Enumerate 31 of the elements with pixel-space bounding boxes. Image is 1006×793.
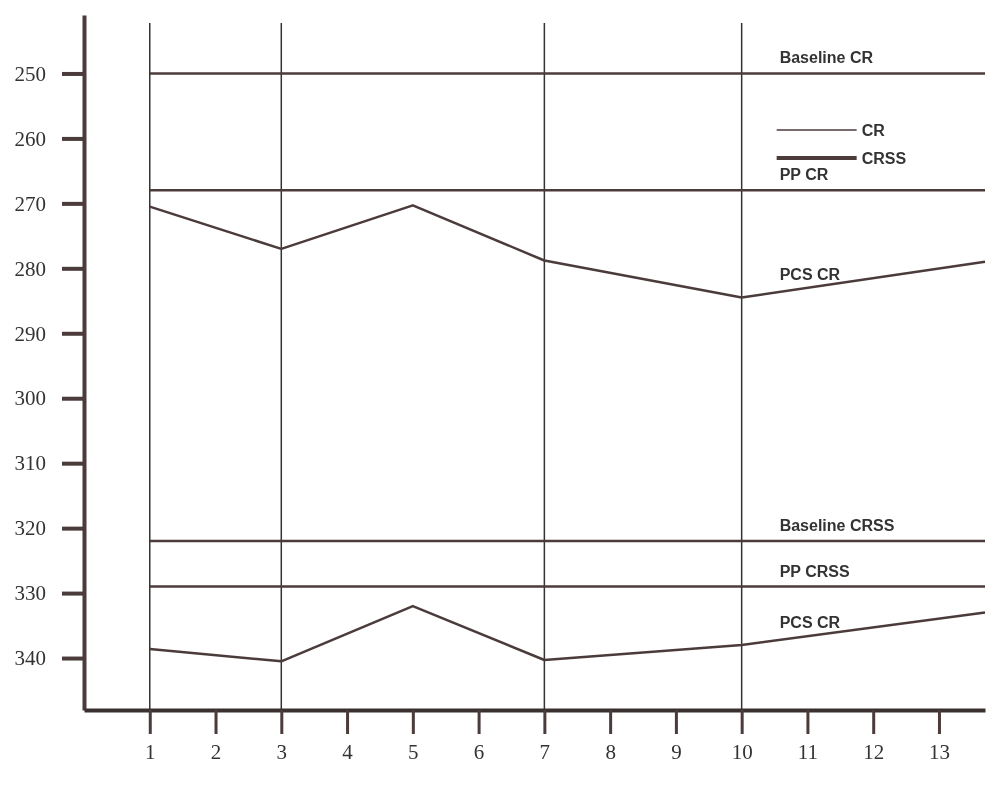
x-tick-label: 1: [145, 739, 156, 764]
y-tick-label: 250: [14, 61, 46, 86]
annotation: CRSS: [861, 149, 907, 167]
y-tick-label: 300: [14, 386, 46, 411]
x-tick-label: 13: [928, 739, 950, 764]
y-tick-label: 280: [14, 256, 46, 281]
x-tick-label: 10: [731, 739, 753, 764]
y-tick-label: 270: [14, 191, 46, 216]
y-tick-label: 260: [14, 126, 46, 151]
legend-label: PP CR: [779, 166, 829, 184]
y-tick-label: 290: [14, 321, 46, 346]
y-tick-label: 340: [14, 646, 46, 671]
x-tick-label: 2: [210, 739, 222, 764]
series-label: Baseline CR: [779, 49, 874, 67]
x-tick-label: 4: [342, 739, 354, 764]
x-tick-label: 8: [605, 739, 616, 764]
series-label: PCS CR: [779, 265, 841, 283]
x-tick-label: 11: [797, 739, 819, 764]
y-tick-label: 330: [14, 581, 46, 606]
series-label: PP CRSS: [779, 562, 850, 580]
y-tick-label: 320: [14, 516, 46, 541]
annotation: CR: [861, 121, 886, 139]
x-tick-label: 3: [276, 739, 288, 764]
x-tick-label: 9: [671, 739, 682, 764]
x-tick-label: 12: [863, 739, 885, 764]
y-tick-label: 310: [14, 451, 46, 476]
series-label: Baseline CRSS: [779, 517, 895, 535]
x-tick-label: 6: [473, 739, 485, 764]
x-tick-label: 5: [408, 739, 419, 764]
x-tick-label: 7: [539, 739, 551, 764]
series-label: PCS CR: [779, 614, 841, 632]
